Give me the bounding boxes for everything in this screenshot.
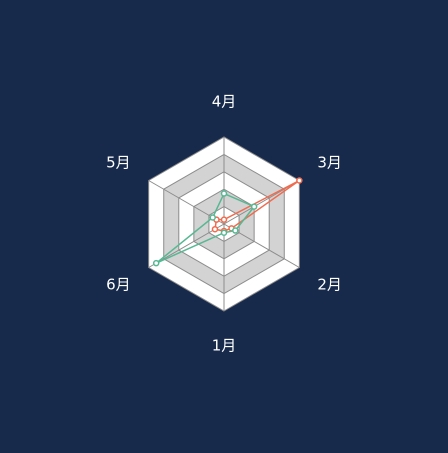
radar-axis-label: 4月 (212, 93, 237, 111)
radar-series-2-point (232, 227, 239, 234)
radar-series-group (152, 177, 303, 267)
radar-series-1-point (211, 225, 219, 233)
radar-series-2-point (209, 214, 216, 221)
radar-series-1-point (220, 216, 228, 223)
radar-axis-label: 1月 (212, 337, 237, 355)
radar-axis-labels: 1月 2月 3月 4月 5月 6月 (106, 93, 342, 355)
radar-series-2-point (152, 259, 160, 267)
radar-series-2-point (220, 190, 228, 197)
radar-axis-label: 2月 (317, 276, 342, 294)
radar-axis-label: 3月 (317, 154, 342, 172)
radar-series-1-point (296, 177, 303, 184)
radar-axis-label: 6月 (106, 276, 131, 294)
radar-series-2-point (250, 203, 258, 210)
radar-series-2-point (220, 229, 228, 236)
radar-axis-label: 5月 (106, 154, 131, 172)
